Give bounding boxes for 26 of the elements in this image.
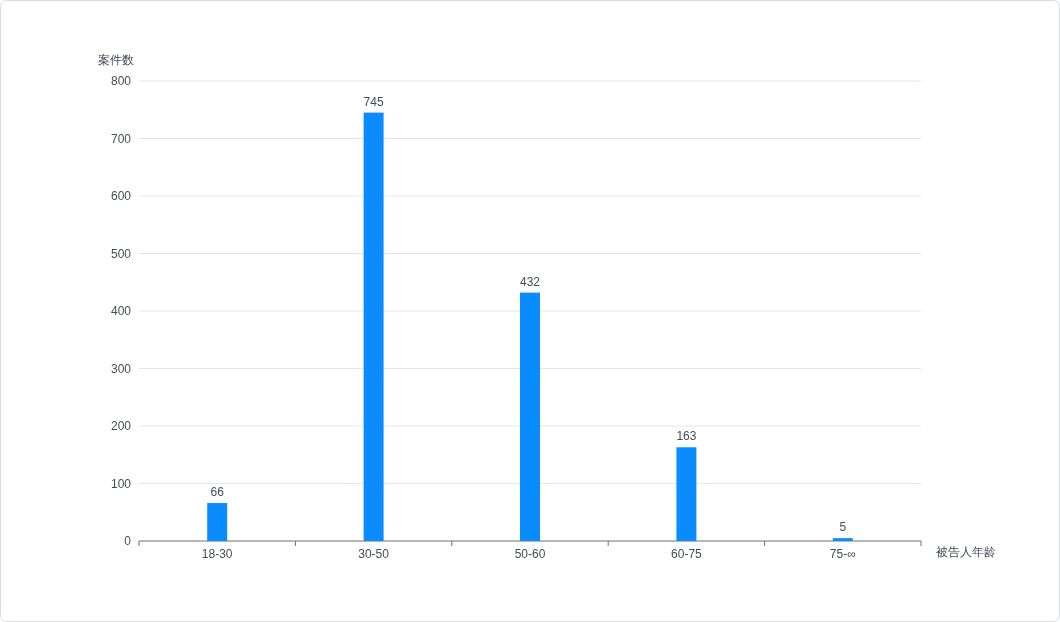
- y-tick-label: 400: [110, 304, 132, 319]
- bar: [207, 503, 228, 541]
- data-label: 745: [363, 94, 384, 109]
- y-tick-label: 0: [124, 534, 132, 549]
- x-tick-label: 50-60: [514, 547, 546, 561]
- bar: [676, 447, 697, 541]
- y-tick-label: 300: [110, 361, 132, 376]
- x-tick-label: 18-30: [201, 547, 233, 561]
- y-tick-label: 500: [110, 246, 132, 261]
- bar: [832, 538, 853, 541]
- y-tick-label: 600: [110, 189, 132, 204]
- data-label: 66: [210, 485, 225, 500]
- x-axis-title: 被告人年龄: [936, 545, 996, 559]
- data-label: 432: [519, 274, 541, 289]
- x-tick-label: 75-∞: [829, 547, 856, 561]
- x-tick-label: 60-75: [671, 547, 703, 561]
- data-label: 163: [676, 429, 697, 444]
- y-tick-label: 700: [110, 131, 132, 146]
- y-tick-label: 100: [110, 476, 132, 491]
- x-tick-label: 30-50: [358, 547, 390, 561]
- y-tick-label: 200: [110, 419, 132, 434]
- y-axis-title: 案件数: [98, 53, 134, 67]
- bar: [520, 292, 540, 541]
- data-label: 5: [839, 520, 847, 535]
- y-tick-label: 800: [110, 74, 132, 89]
- bar: [363, 112, 384, 541]
